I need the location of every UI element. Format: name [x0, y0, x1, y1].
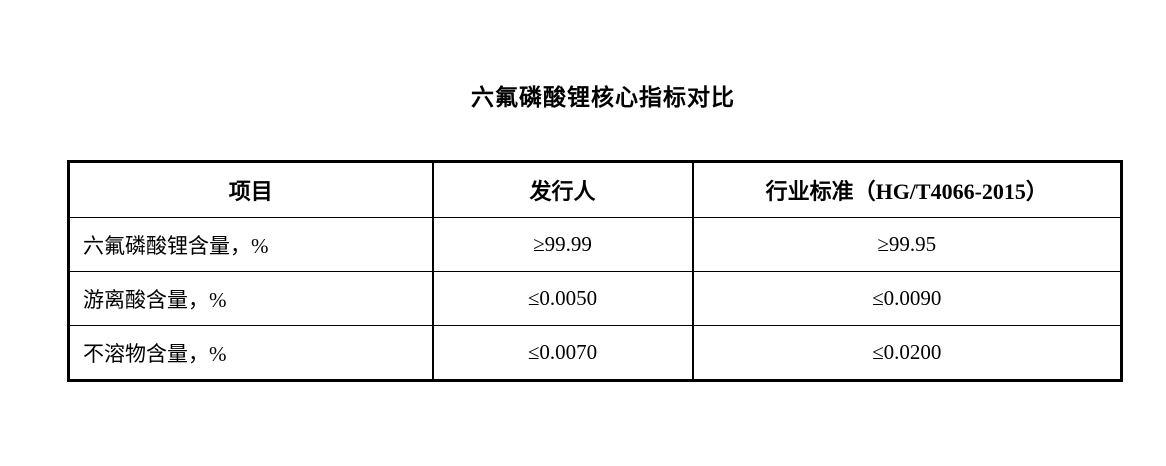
comparison-table: 项目 发行人 行业标准（HG/T4066-2015） 六氟磷酸锂含量，% ≥99…: [67, 160, 1123, 382]
row-lipf6-content-label: 六氟磷酸锂含量，%: [68, 217, 433, 272]
row-lipf6-content-issuer-value: ≥99.99: [431, 217, 693, 272]
header-cell-item: 项目: [68, 161, 433, 218]
header-cell-industry-standard: 行业标准（HG/T4066-2015）: [691, 161, 1122, 218]
row-free-acid-issuer-value: ≤0.0050: [431, 271, 693, 326]
table-row: 游离酸含量，% ≤0.0050 ≤0.0090: [68, 271, 1122, 326]
table-row: 不溶物含量，% ≤0.0070 ≤0.0200: [68, 325, 1122, 381]
table-header-row: 项目 发行人 行业标准（HG/T4066-2015）: [68, 161, 1122, 218]
row-lipf6-content-standard-value: ≥99.95: [691, 217, 1122, 272]
row-insoluble-matter-issuer-value: ≤0.0070: [431, 325, 693, 381]
row-free-acid-label: 游离酸含量，%: [68, 271, 433, 326]
table-row: 六氟磷酸锂含量，% ≥99.99 ≥99.95: [68, 217, 1122, 272]
header-cell-issuer: 发行人: [431, 161, 693, 218]
row-insoluble-matter-standard-value: ≤0.0200: [691, 325, 1122, 381]
row-free-acid-standard-value: ≤0.0090: [691, 271, 1122, 326]
row-insoluble-matter-label: 不溶物含量，%: [68, 325, 433, 381]
page-title: 六氟磷酸锂核心指标对比: [471, 85, 735, 110]
